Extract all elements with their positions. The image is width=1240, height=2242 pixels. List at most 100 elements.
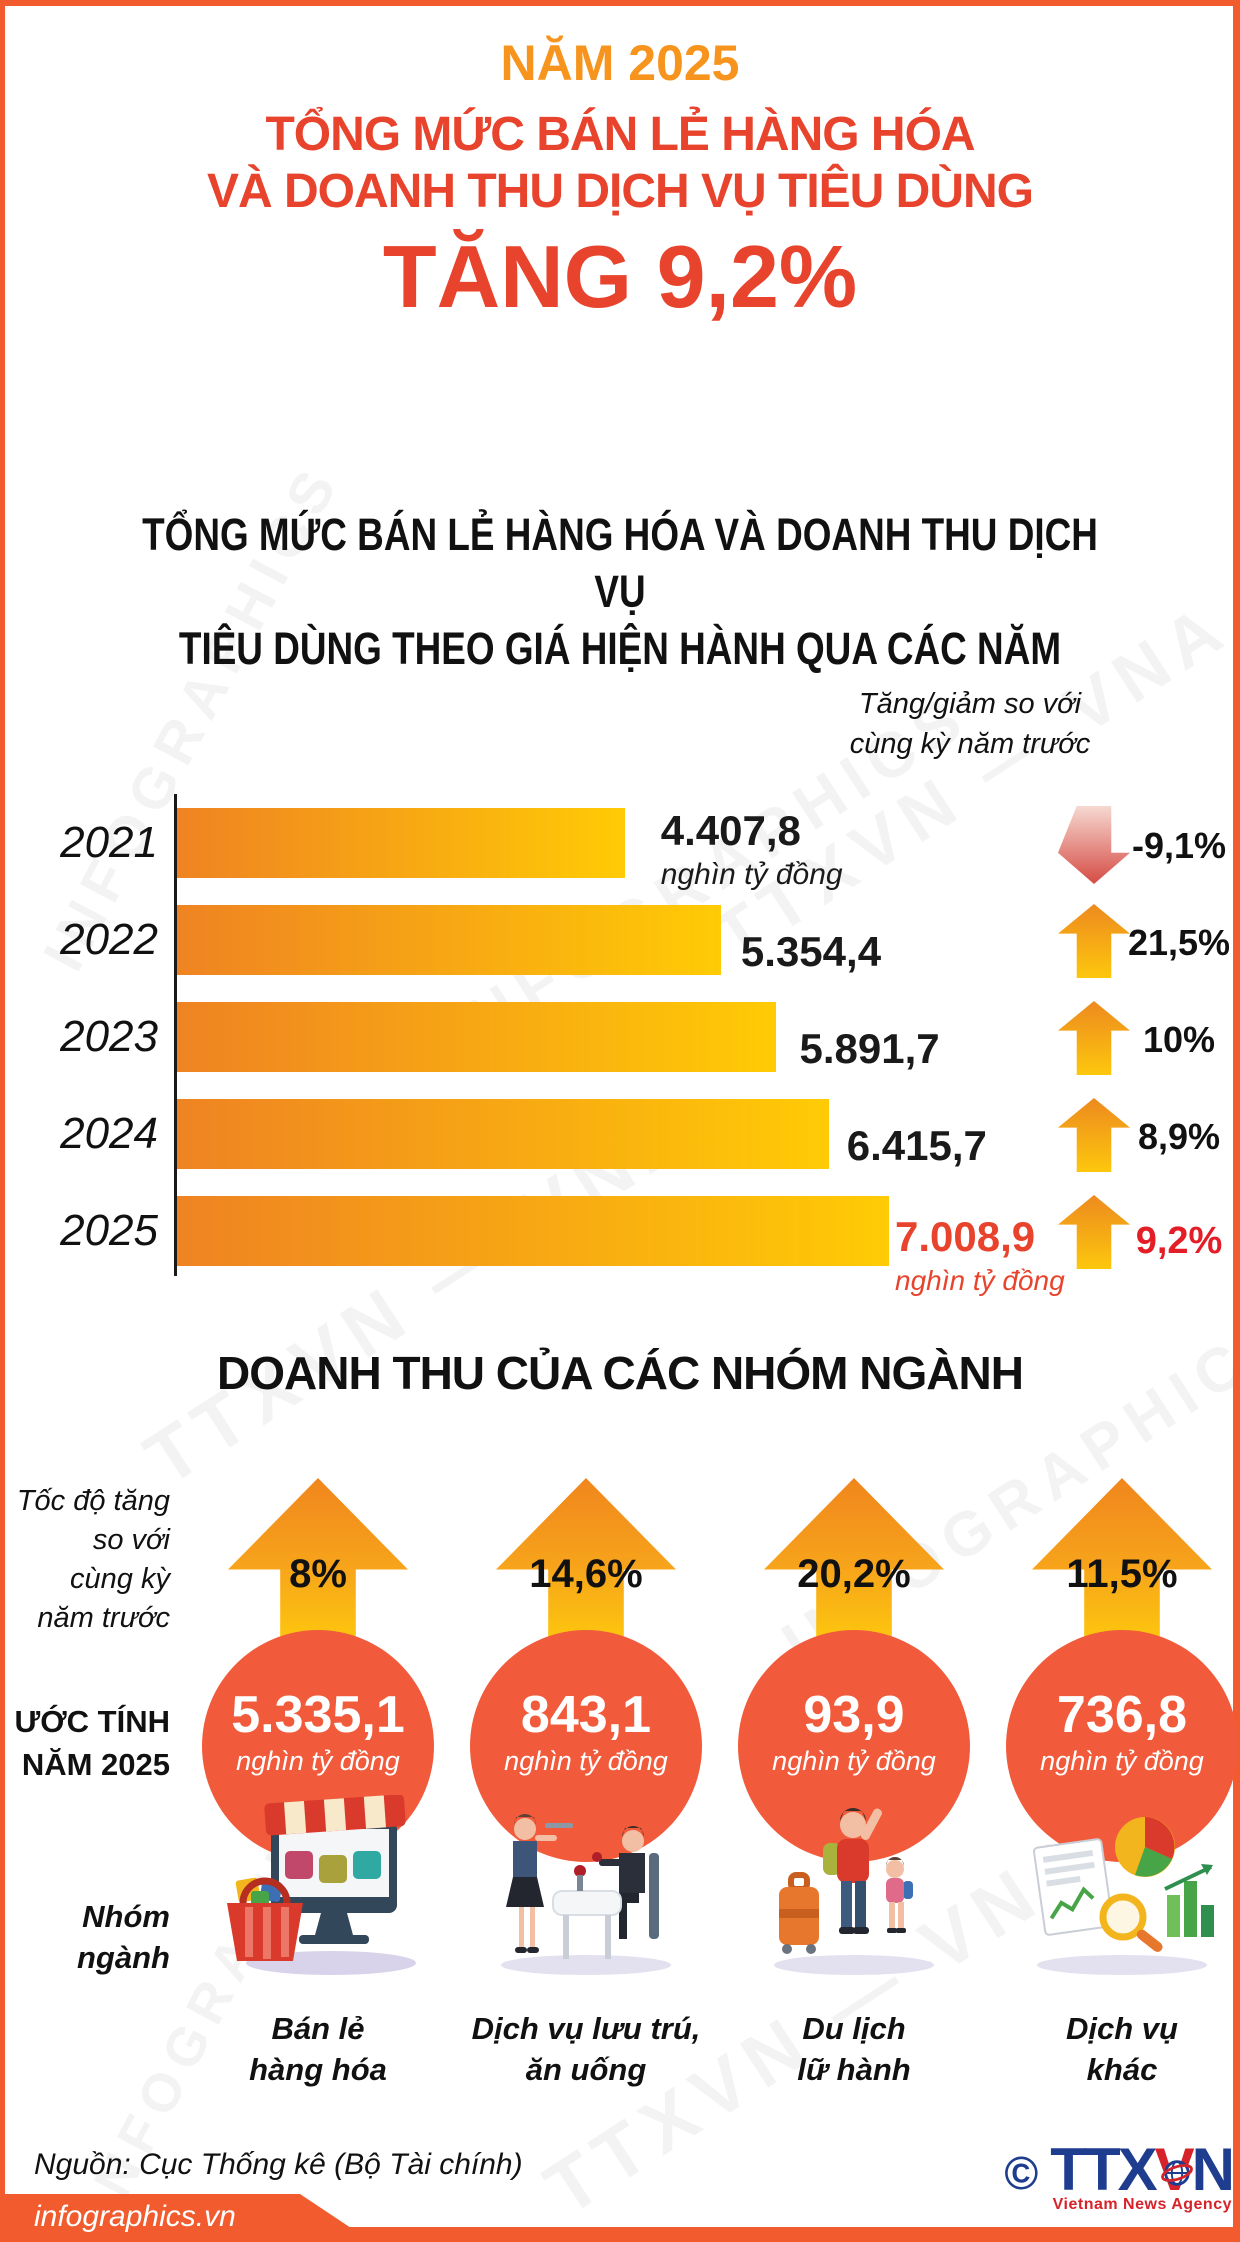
copyright-icon: © — [1004, 2147, 1039, 2199]
sector-value-circle: 843,1 nghìn tỷ đồng — [470, 1630, 702, 1862]
decrease-arrow-icon — [1058, 806, 1130, 884]
change-pct-2021: -9,1% — [1131, 825, 1227, 866]
year-tick-2025: 2025 — [60, 1206, 158, 1255]
growth-note-line: năm trước — [37, 1602, 170, 1634]
estimate-line: ƯỚC TÍNH — [14, 1704, 170, 1739]
bar-2024 — [177, 1099, 829, 1169]
increase-arrow-icon — [1058, 904, 1130, 978]
retail-storefront-icon — [213, 1794, 423, 1980]
chart-legend-line2: cùng kỳ năm trước — [849, 728, 1091, 760]
sector-name-line: ăn uống — [525, 2052, 647, 2087]
sector-name: Dịch vụ khác — [992, 2008, 1240, 2090]
bar-value-unit: nghìn tỷ đồng — [895, 1265, 1065, 1296]
source-note: Nguồn: Cục Thống kê (Bộ Tài chính) — [34, 2148, 523, 2181]
sector-value: 93,9 — [803, 1686, 905, 1744]
sector-value-circle: 736,8 nghìn tỷ đồng — [1006, 1630, 1238, 1862]
sector-value-unit: nghìn tỷ đồng — [504, 1746, 668, 1776]
increase-arrow-icon — [1058, 1098, 1130, 1172]
ttxvn-logo: ©TTXVN Vietnam News Agency — [952, 2140, 1235, 2214]
sector-value-unit: nghìn tỷ đồng — [236, 1746, 400, 1776]
sector-growth-pct: 11,5% — [1066, 1552, 1178, 1596]
change-pct-2024: 8,9% — [1137, 1116, 1221, 1157]
growth-note-line: so với — [92, 1524, 170, 1556]
footer-site-tab — [0, 2194, 372, 2242]
group-row-label: Nhóm ngành — [8, 1896, 170, 1978]
page-title-line2: VÀ DOANH THU DỊCH VỤ TIÊU DÙNG — [206, 165, 1034, 218]
bar-value-2021: 4.407,8 nghìn tỷ đồng — [661, 808, 843, 896]
frame-right-border — [1233, 0, 1240, 2242]
increase-arrow-icon — [1058, 1001, 1130, 1075]
change-pct-2023: 10% — [1142, 1019, 1216, 1060]
change-pct-2025: 9,2% — [1135, 1220, 1223, 1262]
change-pct-2022: 21,5% — [1127, 922, 1231, 963]
chart-title-line2: TIÊU DÙNG THEO GIÁ HIỆN HÀNH QUA CÁC NĂM — [178, 623, 1062, 674]
chart-y-axis — [174, 794, 177, 1276]
sector-name-line: Dịch vụ — [1066, 2011, 1178, 2046]
page-title: TỔNG MỨC BÁN LẺ HÀNG HÓA VÀ DOANH THU DỊ… — [0, 106, 1240, 220]
year-tick-2023: 2023 — [60, 1012, 158, 1061]
year-tick-2021: 2021 — [60, 818, 158, 867]
frame-left-border — [0, 0, 5, 2242]
logo-wordmark: TTXVN — [1050, 2140, 1235, 2200]
estimate-label: ƯỚC TÍNH NĂM 2025 — [8, 1700, 170, 1786]
website-label: infographics.vn — [34, 2200, 236, 2233]
headline-growth-figure: TĂNG 9,2% — [382, 227, 858, 326]
travel-tourism-icon — [749, 1795, 959, 1980]
sector-growth-pct: 14,6% — [529, 1552, 643, 1596]
chart-legend: Tăng/giảm so với cùng kỳ năm trước — [760, 684, 1180, 764]
logo-v: V — [1155, 2136, 1195, 2203]
bar-2021 — [177, 808, 625, 878]
dining-service-icon — [481, 1795, 691, 1980]
sector-value-unit: nghìn tỷ đồng — [1040, 1746, 1204, 1776]
bar-value-2023: 5.891,7 — [800, 1026, 940, 1072]
sector-name-line: Bán lẻ — [271, 2011, 365, 2046]
frame-top-border — [0, 0, 1240, 6]
bar-2022 — [177, 905, 721, 975]
chart-title: TỔNG MỨC BÁN LẺ HÀNG HÓA VÀ DOANH THU DỊ… — [112, 506, 1129, 677]
sector-value: 843,1 — [520, 1686, 652, 1744]
logo-ttx: TTX — [1050, 2136, 1157, 2203]
sector-value-circle: 5.335,1 nghìn tỷ đồng — [202, 1630, 434, 1862]
sector-value: 736,8 — [1056, 1686, 1188, 1744]
sector-value-unit: nghìn tỷ đồng — [772, 1746, 936, 1776]
bar-value-label: 4.407,8 — [660, 807, 801, 854]
sector-name-line: Du lịch — [802, 2011, 906, 2046]
sector-name-line: Dịch vụ lưu trú, — [471, 2011, 701, 2046]
sector-name-line: hàng hóa — [249, 2052, 387, 2087]
growth-note-line: cùng kỳ — [70, 1563, 170, 1595]
year-tick-2022: 2022 — [60, 915, 158, 964]
group-line: ngành — [77, 1940, 170, 1975]
bar-2023 — [177, 1002, 776, 1072]
page-title-line1: TỔNG MỨC BÁN LẺ HÀNG HÓA — [265, 108, 975, 161]
sector-name: Dịch vụ lưu trú, ăn uống — [456, 2008, 716, 2090]
bar-value-unit: nghìn tỷ đồng — [660, 858, 843, 891]
sector-growth-pct: 8% — [289, 1552, 347, 1596]
year-badge: NĂM 2025 — [500, 35, 740, 91]
year-tick-2024: 2024 — [60, 1109, 158, 1158]
sector-name: Bán lẻ hàng hóa — [188, 2008, 448, 2090]
other-services-icon — [1017, 1795, 1227, 1980]
sector-name-line: khác — [1086, 2052, 1158, 2087]
sector-growth-pct: 20,2% — [797, 1552, 911, 1596]
section-title: DOANH THU CỦA CÁC NHÓM NGÀNH — [217, 1347, 1024, 1399]
bar-value-2024: 6.415,7 — [847, 1123, 987, 1169]
bar-value-2022: 5.354,4 — [741, 929, 881, 975]
bar-value-label: 7.008,9 — [895, 1213, 1036, 1260]
increase-arrow-icon — [1058, 1195, 1130, 1269]
logo-subtext: Vietnam News Agency — [1052, 2196, 1232, 2213]
chart-title-line1: TỔNG MỨC BÁN LẺ HÀNG HÓA VÀ DOANH THU DỊ… — [142, 509, 1098, 617]
sector-value: 5.335,1 — [231, 1686, 405, 1744]
bar-value-label: 5.354,4 — [740, 928, 882, 975]
logo-n: N — [1191, 2136, 1235, 2203]
sector-name: Du lịch lữ hành — [724, 2008, 984, 2090]
bar-value-label: 6.415,7 — [846, 1122, 987, 1169]
bar-2025 — [177, 1196, 889, 1266]
growth-note-label: Tốc độ tăng so với cùng kỳ năm trước — [8, 1482, 170, 1638]
estimate-line: NĂM 2025 — [21, 1747, 170, 1782]
growth-note-line: Tốc độ tăng — [16, 1485, 170, 1517]
group-line: Nhóm — [82, 1899, 170, 1934]
globe-icon — [1160, 2160, 1193, 2186]
bar-value-label: 5.891,7 — [799, 1025, 940, 1072]
chart-legend-line1: Tăng/giảm so với — [858, 688, 1082, 720]
